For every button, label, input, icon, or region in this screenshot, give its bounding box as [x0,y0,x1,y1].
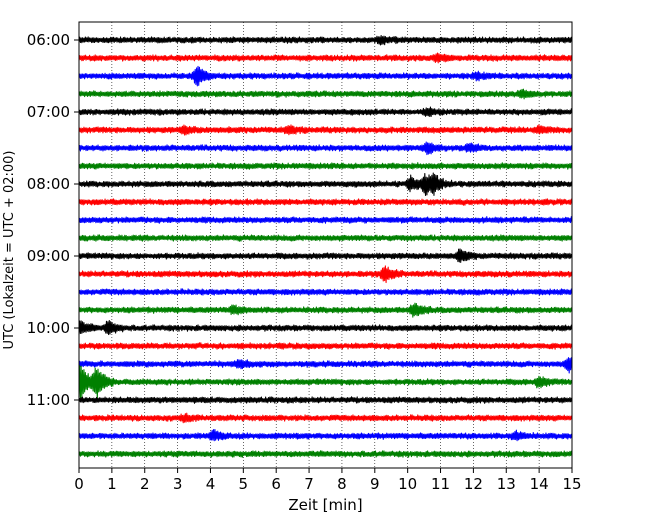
x-tick-label: 8 [337,475,347,493]
trace-line [78,302,573,318]
trace-line [78,198,573,206]
x-tick-label: 10 [398,475,417,493]
x-tick-label: 4 [206,475,216,493]
trace-line [78,396,573,404]
trace-line [78,52,573,64]
axis-ticks: 0 1 2 3 4 5 6 7 8 9 10 11 12 13 14 1506:0007:0008:0009:… [27,31,582,493]
y-tick-label: 07:00 [27,103,70,121]
trace-group [78,35,573,458]
y-tick-label: 10:00 [27,319,70,337]
trace-line [78,65,573,87]
trace-line [78,265,573,284]
y-axis-label: UTC (Lokalzeit = UTC + 02:00) [2,151,17,350]
trace-line [78,124,573,136]
trace-line [78,172,573,197]
x-axis-label: Zeit [min] [288,496,362,514]
x-tick-label: 12 [464,475,483,493]
x-tick-label: 3 [173,475,183,493]
x-tick-label: 2 [140,475,150,493]
trace-line [78,162,573,170]
trace-line [78,216,573,224]
plot-frame [78,21,573,469]
y-tick-label: 11:00 [27,391,70,409]
x-tick-label: 6 [271,475,281,493]
trace-line [78,141,573,156]
trace-line [78,106,573,118]
grid-lines [111,22,540,468]
x-tick-label: 0 [74,475,84,493]
y-tick-label: 09:00 [27,247,70,265]
x-tick-label: 7 [304,475,314,493]
y-tick-label: 08:00 [27,175,70,193]
trace-line [78,342,573,350]
x-tick-label: 13 [497,475,516,493]
x-tick-label: 15 [562,475,581,493]
trace-line [78,320,573,336]
x-tick-label: 11 [431,475,450,493]
trace-line [78,450,573,458]
trace-line [78,357,573,374]
x-tick-label: 9 [370,475,380,493]
trace-line [78,35,573,46]
x-tick-label: 1 [107,475,117,493]
trace-line [78,412,573,424]
x-tick-label: 14 [530,475,549,493]
trace-line [78,248,573,263]
trace-line [78,288,573,296]
trace-line [78,428,573,442]
trace-line [78,88,573,100]
trace-line [78,234,573,242]
x-tick-label: 5 [239,475,249,493]
y-tick-label: 06:00 [27,31,70,49]
trace-line [78,365,573,401]
